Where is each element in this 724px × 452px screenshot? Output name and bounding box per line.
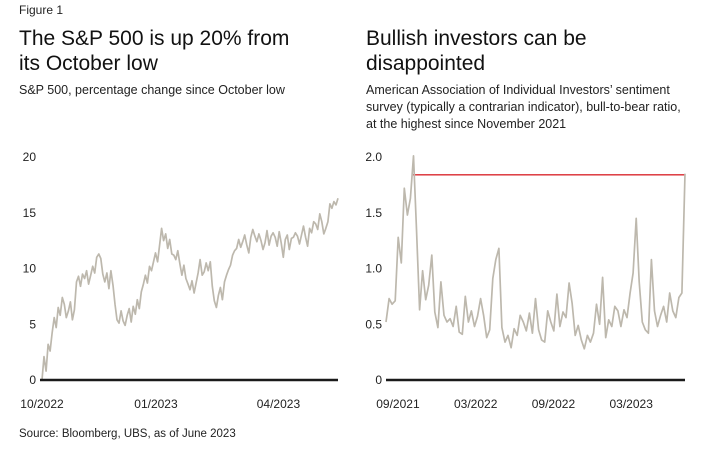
- right-chart-y-tick-label: 2.0: [365, 150, 382, 164]
- right-chart-title: Bullish investors can be disappointed: [366, 26, 587, 76]
- left-title-line-1: The S&P 500 is up 20% from: [19, 27, 290, 50]
- left-chart-x-tick-label: 04/2023: [257, 397, 301, 411]
- right-chart-y-tick-label: 0.5: [365, 317, 382, 331]
- left-chart-y-tick-label: 15: [23, 206, 37, 220]
- left-chart-x-tick-label: 10/2022: [20, 397, 64, 411]
- left-chart-svg: 0 5 10 15 20 10/2022 01/2023 04/2023: [20, 150, 339, 411]
- right-chart-x-tick-label: 03/2023: [609, 397, 653, 411]
- right-chart-x-tick-label: 09/2022: [532, 397, 576, 411]
- left-chart-y-tick-label: 20: [23, 150, 37, 164]
- left-subtitle-line-1: S&P 500, percentage change since October…: [19, 83, 285, 97]
- left-title-line-2: its October low: [19, 52, 158, 75]
- figure-label: Figure 1: [19, 3, 64, 17]
- right-chart-y-tick-label: 0: [375, 373, 382, 387]
- left-chart-y-tick-label: 5: [29, 317, 36, 331]
- right-title-line-1: Bullish investors can be: [366, 27, 587, 50]
- left-chart-x-tick-label: 01/2023: [134, 397, 178, 411]
- right-chart-x-tick-label: 09/2021: [376, 397, 420, 411]
- right-chart-svg: 0 0.5 1.0 1.5 2.0 09/2021 03/2022 09/2022 03/202…: [365, 150, 686, 411]
- right-chart-x-tick-label: 03/2022: [454, 397, 498, 411]
- right-chart-subtitle: American Association of Individual Inves…: [366, 82, 681, 133]
- left-chart-subtitle: S&P 500, percentage change since October…: [19, 82, 285, 99]
- right-chart-y-tick-label: 1.0: [365, 262, 382, 276]
- right-chart-y-tick-label: 1.5: [365, 206, 382, 220]
- left-chart-title: The S&P 500 is up 20% from its October l…: [19, 26, 289, 76]
- right-chart-series-line: [385, 155, 686, 350]
- left-chart-y-tick-label: 0: [29, 373, 36, 387]
- source-note: Source: Bloomberg, UBS, as of June 2023: [19, 428, 236, 440]
- right-title-line-2: disappointed: [366, 52, 486, 75]
- right-subtitle-line-2: survey (typically a contrarian indicator…: [366, 100, 681, 114]
- right-subtitle-line-3: at the highest since November 2021: [366, 117, 567, 131]
- left-chart-series-line: [41, 198, 339, 381]
- left-chart-y-tick-label: 10: [23, 262, 37, 276]
- right-subtitle-line-1: American Association of Individual Inves…: [366, 83, 670, 97]
